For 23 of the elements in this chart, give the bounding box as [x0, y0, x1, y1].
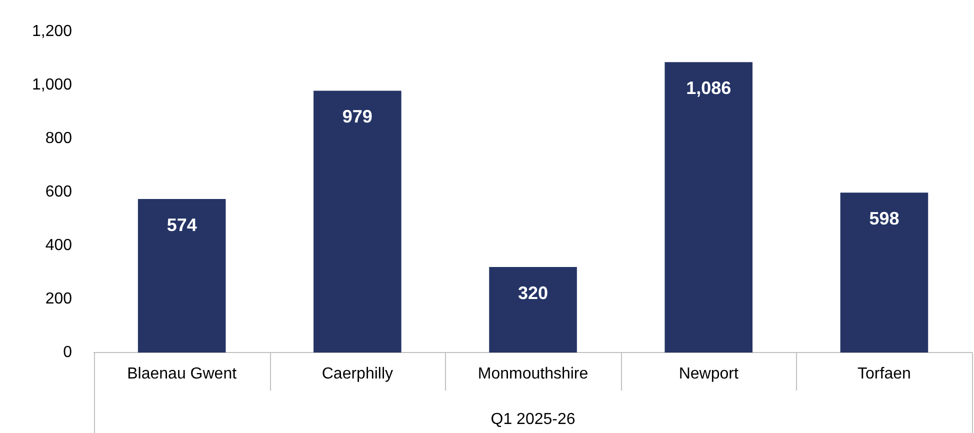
x-tick-label: Newport: [678, 366, 739, 383]
y-tick-label: 600: [45, 184, 72, 201]
data-label: 574: [166, 215, 197, 236]
data-label: 598: [869, 208, 900, 229]
x-tick-label: Torfaen: [858, 366, 911, 383]
y-tick-label: 1,200: [32, 23, 72, 40]
data-label: 979: [342, 106, 372, 127]
bar: [314, 90, 402, 353]
y-tick-label: 800: [45, 130, 72, 148]
bar: [138, 199, 226, 353]
x-axis-title: Q1 2025-26: [490, 410, 576, 428]
x-tick-label: Monmouthshire: [478, 366, 588, 383]
bar: [489, 267, 577, 353]
data-label: 320: [518, 282, 548, 303]
y-tick-label: 1,000: [32, 76, 72, 94]
bar: [664, 62, 753, 353]
x-tick-label: Blaenau Gwent: [127, 366, 238, 383]
y-tick-label: 0: [63, 344, 72, 362]
y-tick-label: 200: [45, 290, 72, 308]
data-label: 1,086: [686, 78, 732, 98]
bar: [840, 192, 928, 353]
x-tick-label: Caerphilly: [322, 366, 393, 383]
y-tick-label: 400: [45, 237, 72, 254]
